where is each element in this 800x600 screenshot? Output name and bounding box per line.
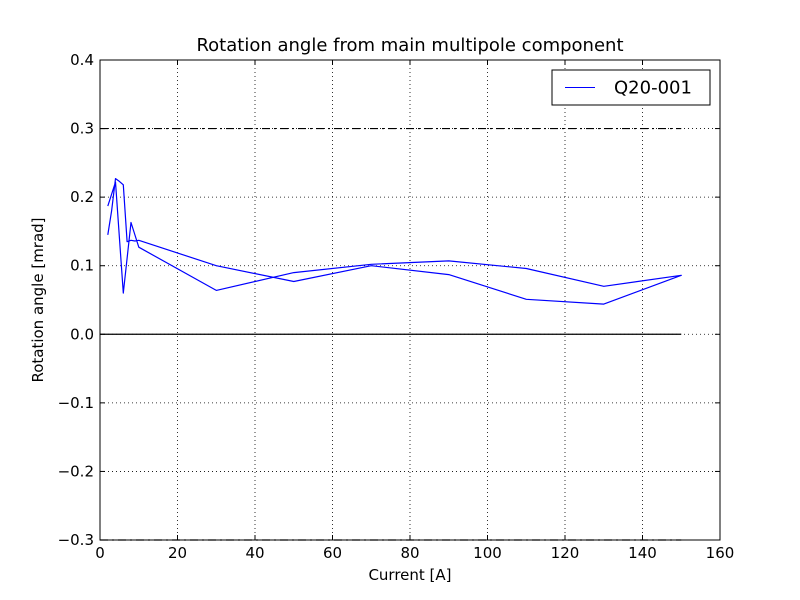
legend: Q20-001	[551, 69, 711, 106]
x-axis-label: Current [A]	[368, 566, 451, 584]
tick-labels: 0 20 40 60 80 100 120 140 160 −0.3 −0.2 −0.1 0.0 0.1 0…	[58, 51, 735, 562]
series-line-q20-001	[107, 178, 682, 305]
y-tick-label: 0.1	[70, 257, 94, 275]
grid-lines	[100, 60, 720, 540]
series-layer	[107, 178, 682, 305]
y-tick-label: 0.4	[70, 51, 94, 69]
chart-title: Rotation angle from main multipole compo…	[196, 35, 623, 56]
y-tick-label: −0.1	[58, 394, 94, 412]
x-tick-label: 140	[628, 544, 657, 562]
y-tick-label: 0.2	[70, 188, 94, 206]
x-tick-label: 0	[95, 544, 105, 562]
x-tick-label: 20	[168, 544, 187, 562]
legend-label-q20-001: Q20-001	[614, 78, 692, 99]
x-tick-label: 160	[706, 544, 735, 562]
x-tick-label: 80	[400, 544, 419, 562]
x-tick-label: 60	[323, 544, 342, 562]
y-axis-label: Rotation angle [mrad]	[29, 217, 47, 382]
reference-lines	[100, 127, 682, 541]
y-tick-label: 0.3	[70, 120, 94, 138]
y-tick-label: −0.3	[58, 531, 94, 549]
x-tick-label: 120	[551, 544, 580, 562]
x-tick-label: 100	[473, 544, 502, 562]
axis-ticks	[99, 59, 721, 541]
x-tick-label: 40	[245, 544, 264, 562]
y-tick-label: 0.0	[70, 325, 94, 343]
y-tick-label: −0.2	[58, 462, 94, 480]
